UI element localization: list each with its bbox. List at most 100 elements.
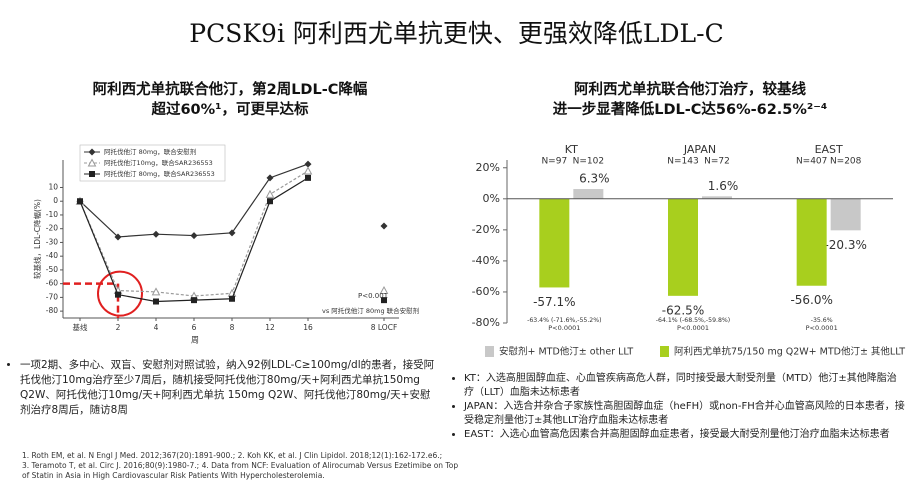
p-value: P<0.0001 [548, 324, 580, 332]
marker [303, 166, 313, 175]
marker [115, 291, 121, 298]
x-tick-label: 4 [154, 323, 159, 332]
y-tick-label: -60 [46, 279, 58, 288]
x-tick-label: 基线 [73, 322, 88, 332]
legend-label: 阿托伐他汀 80mg，联合SAR236553 [104, 169, 215, 178]
x-tick-label: 6 [192, 323, 197, 332]
y-tick-label: -40% [472, 254, 500, 267]
marker [380, 222, 388, 230]
marker [153, 298, 159, 305]
bar [539, 198, 570, 288]
n-label: N=407 [796, 157, 827, 167]
chart-title-line: 阿利西尤单抗联合他汀，第2周LDL-C降幅 [92, 82, 368, 98]
bar [668, 198, 698, 296]
legend-label: 阿托伐他汀10mg，联合SAR236553 [104, 158, 213, 167]
marker [381, 297, 387, 304]
note: EAST：入选心血管高危因素合并高胆固醇血症患者，接受最大耐受剂量他汀治疗血脂未… [464, 428, 905, 442]
marker [265, 189, 275, 198]
chart-title: 阿利西尤单抗联合他汀治疗，较基线 进一步显著降低LDL-C达56%-62.5%²… [470, 80, 910, 120]
x-tick-label: 16 [303, 323, 313, 332]
y-tick-label: 20% [476, 161, 500, 174]
reference: 3. Teramoto T, et al. Circ J. 2016;80(9)… [22, 461, 459, 480]
chart-title-line: 超过60%¹，可更早达标 [151, 102, 309, 118]
value-label: -57.1% [533, 295, 575, 309]
marker [304, 160, 312, 168]
marker [88, 148, 96, 156]
n-label: N=97 [541, 157, 567, 167]
annotation: P<0.001 [358, 292, 388, 300]
reference: 1. Roth EM, et al. N Engl J Med. 2012;36… [22, 451, 443, 460]
y-tick-label: -80 [46, 306, 58, 315]
y-tick-label: 0% [483, 192, 500, 205]
ci-note: -64.1% (-68.5%,-59.8%) [656, 317, 730, 324]
legend-label: 阿利西尤单抗75/150 mg Q2W+ MTD他汀± 其他LLT [674, 346, 905, 358]
value-label: -62.5% [662, 303, 704, 317]
bar [573, 189, 604, 199]
x-tick-label: 12 [265, 323, 275, 332]
slide-title: PCSK9i 阿利西尤单抗更快、更强效降低LDL-C [189, 19, 724, 48]
legend-box [79, 144, 226, 182]
y-tick-label: 10 [48, 182, 58, 191]
n-label: N=208 [830, 157, 862, 167]
marker [228, 229, 236, 237]
n-label: N=143 [667, 157, 698, 167]
note: JAPAN：入选合并杂合子家族性高胆固醇血症（heFH）或non-FH合并心血管… [464, 400, 905, 428]
y-tick-label: -80% [472, 316, 500, 329]
note-list: KT：入选高胆固醇血症、心血管疾病高危人群，同时接受最大耐受剂量（MTD）他汀±… [450, 372, 905, 442]
p-value: P<0.0001 [806, 324, 838, 332]
note: 一项2期、多中心、双盲、安慰剂对照试验，纳入92例LDL-C≥100mg/dl的… [20, 358, 436, 418]
value-label: -56.0% [790, 293, 832, 307]
legend-swatch [660, 346, 669, 357]
y-tick-label: -30 [46, 237, 58, 246]
y-tick-label: -50 [46, 265, 58, 274]
ci-note: -35.6% [811, 317, 833, 324]
chart-title: 阿利西尤单抗联合他汀，第2周LDL-C降幅 超过60%¹，可更早达标 [30, 80, 430, 120]
y-tick-label: -70 [46, 292, 58, 301]
note: KT：入选高胆固醇血症、心血管疾病高危人群，同时接受最大耐受剂量（MTD）他汀±… [464, 372, 905, 400]
marker [267, 198, 273, 205]
marker [89, 171, 95, 177]
y-tick-label: -60% [472, 285, 500, 298]
legend-label: 阿托伐他汀 80mg，联合安慰剂 [104, 147, 196, 156]
y-tick-label: 0 [53, 196, 58, 205]
x-tick-label: 8 LOCF [371, 323, 398, 332]
value-label: 1.6% [708, 179, 739, 193]
y-axis-label: 较基线，LDL-C降幅(%) [32, 199, 42, 279]
value-label: -20.3% [824, 238, 866, 252]
highlight-circle [97, 270, 143, 317]
marker [114, 233, 122, 241]
note-list: 一项2期、多中心、双盲、安慰剂对照试验，纳入92例LDL-C≥100mg/dl的… [6, 358, 436, 418]
legend-label: 安慰剂+ MTD他汀± other LLT [499, 346, 633, 358]
bar [796, 198, 827, 286]
notes: 一项2期、多中心、双盲、安慰剂对照试验，纳入92例LDL-C≥100mg/dl的… [6, 358, 436, 418]
marker [305, 174, 311, 181]
x-tick-label: 8 [230, 323, 235, 332]
marker [77, 198, 83, 205]
ci-note: -63.4% (-71.6%,-55.2%) [527, 317, 601, 324]
annotation: vs 阿托伐他汀 80mg 联合安慰剂 [322, 306, 419, 315]
x-tick-label: 2 [116, 323, 121, 332]
marker [191, 297, 197, 304]
group-label: KT [565, 143, 578, 156]
y-tick-label: -40 [46, 251, 58, 260]
y-tick-label: -20 [46, 224, 58, 233]
marker [87, 158, 97, 167]
legend-swatch [485, 346, 494, 357]
bar [702, 196, 732, 199]
marker [379, 285, 389, 295]
n-label: N=102 [573, 157, 604, 167]
n-label: N=72 [704, 157, 730, 167]
marker [151, 287, 161, 296]
group-label: EAST [815, 143, 843, 156]
y-tick-label: -20% [472, 223, 500, 236]
series-line [80, 178, 384, 302]
value-label: 6.3% [579, 172, 610, 186]
marker [229, 295, 235, 302]
chart-title-line: 阿利西尤单抗联合他汀治疗，较基线 [574, 82, 806, 98]
group-label: JAPAN [683, 143, 716, 156]
marker [152, 230, 160, 238]
marker [266, 174, 274, 182]
x-axis-label: 周 [191, 336, 199, 345]
notes: KT：入选高胆固醇血症、心血管疾病高危人群，同时接受最大耐受剂量（MTD）他汀±… [450, 372, 905, 442]
